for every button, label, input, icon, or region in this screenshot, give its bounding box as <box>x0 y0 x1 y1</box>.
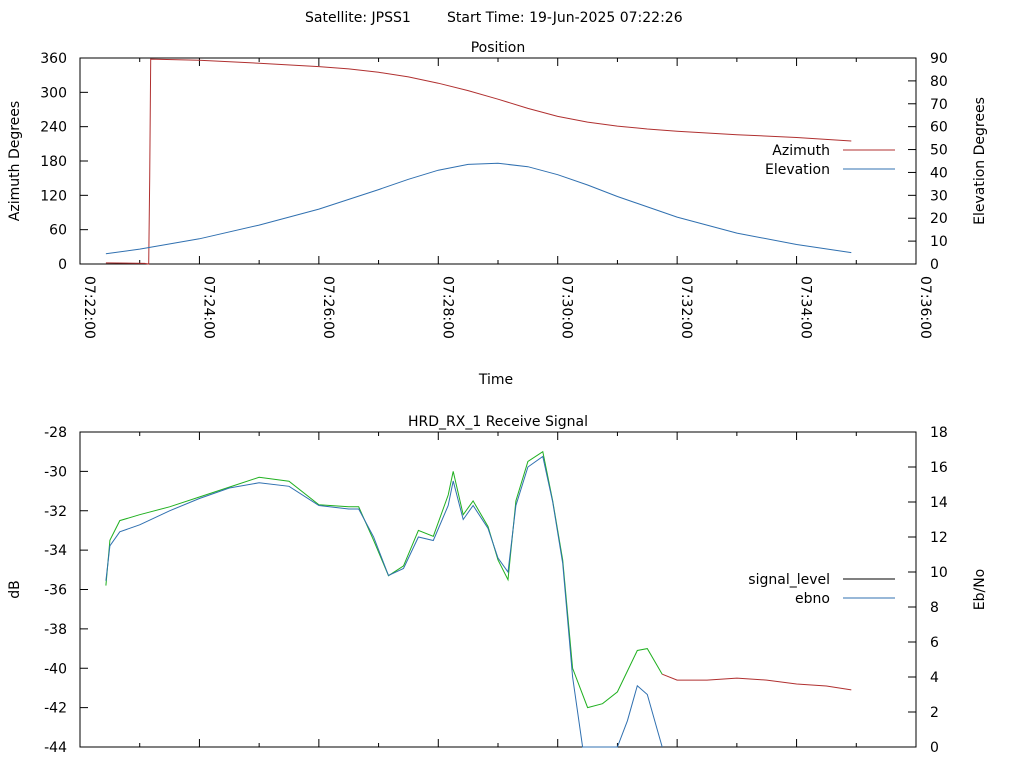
series-line-ebno <box>105 455 663 748</box>
x-tick-label: 07:30:00 <box>559 276 575 339</box>
y-tick-label: -38 <box>44 622 67 638</box>
y2-tick-label: 0 <box>930 257 939 273</box>
y2-tick-label: 70 <box>930 97 948 113</box>
y-tick-label: 360 <box>40 51 67 67</box>
header-start-time: Start Time: 19-Jun-2025 07:22:26 <box>447 10 683 26</box>
y2-tick-label: 18 <box>930 425 948 441</box>
receive-signal-chart: HRD_RX_1 Receive Signal -28 -30 -32 -34 -36 -3… <box>7 414 988 756</box>
series-line-azimuth <box>105 58 852 265</box>
y-tick-label: 240 <box>40 120 67 136</box>
plot-frame <box>79 57 917 265</box>
y2-tick-label: 90 <box>930 51 948 67</box>
y-tick-label: 0 <box>58 257 67 273</box>
y-axis-label: Azimuth Degrees <box>7 101 23 221</box>
y2-tick-label: 4 <box>930 670 939 686</box>
y-tick-label: 60 <box>49 223 67 239</box>
x-tick-label: 07:26:00 <box>320 276 336 339</box>
y2-tick-label: 50 <box>930 143 948 159</box>
x-tick-label: 07:28:00 <box>439 276 455 339</box>
y-tick-label: 300 <box>40 85 67 101</box>
y-tick-label: 180 <box>40 154 67 170</box>
y-tick-label: -28 <box>44 425 67 441</box>
x-tick-label: 07:32:00 <box>678 276 694 339</box>
y2-tick-label: 30 <box>930 188 948 204</box>
position-chart: Position 0 60 120 180 240 300 360 0 10 20 30 40 50 60 7… <box>7 40 988 388</box>
legend-label: Azimuth <box>772 143 830 159</box>
y2-tick-label: 20 <box>930 211 948 227</box>
y2-tick-label: 40 <box>930 165 948 181</box>
y2-tick-label: 2 <box>930 705 939 721</box>
series-line-elevation <box>105 162 852 255</box>
legend-label: Elevation <box>765 162 830 178</box>
y2-tick-label: 10 <box>930 234 948 250</box>
series-line-signal-level-low <box>662 673 852 691</box>
series-line-signal-level <box>105 450 663 709</box>
y2-tick-label: 80 <box>930 74 948 90</box>
y2-tick-label: 12 <box>930 530 948 546</box>
y2-tick-label: 16 <box>930 460 948 476</box>
y2-axis-label: Eb/No <box>972 569 988 611</box>
y-tick-label: -40 <box>44 661 67 677</box>
y2-tick-label: 0 <box>930 740 939 756</box>
chart-title: HRD_RX_1 Receive Signal <box>408 414 588 430</box>
x-tick-label: 07:34:00 <box>798 276 814 339</box>
y2-tick-label: 14 <box>930 495 948 511</box>
y-axis-label: dB <box>7 580 23 599</box>
x-tick-label: 07:24:00 <box>200 276 216 339</box>
y-tick-label: -36 <box>44 583 67 599</box>
y2-axis-label: Elevation Degrees <box>972 97 988 225</box>
x-axis-label: Time <box>478 372 513 388</box>
y2-tick-label: 6 <box>930 635 939 651</box>
legend-label: ebno <box>795 591 830 607</box>
y2-tick-label: 60 <box>930 120 948 136</box>
plot-frame <box>79 431 917 748</box>
y2-tick-label: 8 <box>930 600 939 616</box>
y-tick-label: -30 <box>44 464 67 480</box>
header-satellite: Satellite: JPSS1 <box>305 10 411 26</box>
y2-tick-label: 10 <box>930 565 948 581</box>
y-tick-label: -32 <box>44 504 67 520</box>
y-tick-label: -34 <box>44 543 67 559</box>
x-tick-label: 07:22:00 <box>81 276 97 339</box>
chart-title: Position <box>471 40 526 56</box>
legend-label: signal_level <box>748 572 830 588</box>
y-tick-label: -44 <box>44 740 67 756</box>
y-tick-label: -42 <box>44 701 67 717</box>
x-tick-label: 07:36:00 <box>917 276 933 339</box>
y-tick-label: 120 <box>40 188 67 204</box>
